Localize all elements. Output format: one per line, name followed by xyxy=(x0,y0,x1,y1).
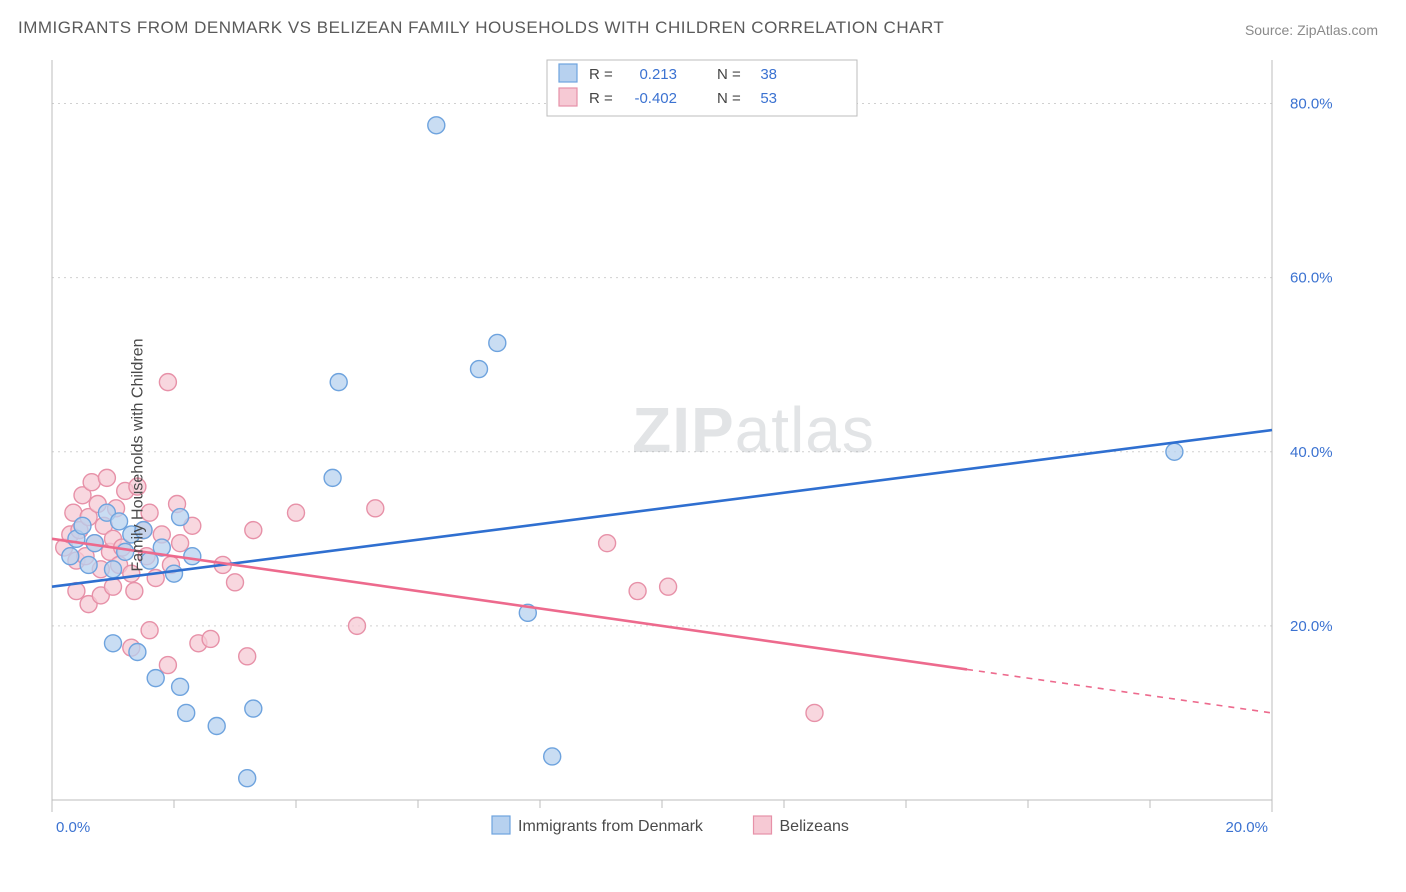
legend-swatch xyxy=(492,816,510,834)
stats-r-label: R = xyxy=(589,66,613,83)
watermark: ZIPatlas xyxy=(632,394,875,466)
y-tick-label: 80.0% xyxy=(1290,96,1333,113)
stats-swatch xyxy=(559,64,577,82)
point-denmark xyxy=(1166,443,1183,460)
point-denmark xyxy=(74,517,91,534)
y-tick-label: 60.0% xyxy=(1290,270,1333,287)
point-denmark xyxy=(166,565,183,582)
trendline-belizeans xyxy=(52,539,967,670)
point-belizeans xyxy=(141,622,158,639)
point-belizeans xyxy=(367,500,384,517)
point-denmark xyxy=(62,548,79,565)
point-denmark xyxy=(184,548,201,565)
point-belizeans xyxy=(239,648,256,665)
stats-n-value: 38 xyxy=(760,66,777,83)
point-denmark xyxy=(489,334,506,351)
point-denmark xyxy=(471,361,488,378)
legend-label: Immigrants from Denmark xyxy=(518,818,704,835)
correlation-chart: 20.0% 40.0% 60.0% 80.0% 0.0% 20.0% ZIPatlas R =… xyxy=(22,50,1362,858)
y-axis-label: Family Households with Children xyxy=(129,339,147,572)
x-tick-label: 0.0% xyxy=(56,819,90,836)
point-denmark xyxy=(178,704,195,721)
point-belizeans xyxy=(349,617,366,634)
point-belizeans xyxy=(629,583,646,600)
stats-n-value: 53 xyxy=(760,90,777,107)
legend-label: Belizeans xyxy=(780,818,849,835)
point-denmark xyxy=(80,556,97,573)
point-belizeans xyxy=(159,374,176,391)
point-denmark xyxy=(105,635,122,652)
point-denmark xyxy=(245,700,262,717)
point-denmark xyxy=(147,670,164,687)
x-tick-label: 20.0% xyxy=(1225,819,1268,836)
legend-swatch xyxy=(754,816,772,834)
point-denmark xyxy=(428,117,445,134)
stats-n-label: N = xyxy=(717,90,741,107)
point-denmark xyxy=(172,509,189,526)
stats-n-label: N = xyxy=(717,66,741,83)
stats-r-value: -0.402 xyxy=(634,90,677,107)
point-belizeans xyxy=(98,469,115,486)
point-belizeans xyxy=(288,504,305,521)
stats-swatch xyxy=(559,88,577,106)
stats-r-value: 0.213 xyxy=(639,66,677,83)
point-denmark xyxy=(208,718,225,735)
point-denmark xyxy=(239,770,256,787)
point-belizeans xyxy=(599,535,616,552)
source-label: Source: ZipAtlas.com xyxy=(1245,22,1378,38)
trendline-belizeans-dash xyxy=(967,669,1272,713)
point-belizeans xyxy=(83,474,100,491)
point-denmark xyxy=(129,644,146,661)
y-tick-label: 20.0% xyxy=(1290,618,1333,635)
point-belizeans xyxy=(245,522,262,539)
point-denmark xyxy=(544,748,561,765)
point-belizeans xyxy=(806,704,823,721)
point-belizeans xyxy=(660,578,677,595)
point-belizeans xyxy=(126,583,143,600)
point-denmark xyxy=(111,513,128,530)
point-denmark xyxy=(105,561,122,578)
chart-title: IMMIGRANTS FROM DENMARK VS BELIZEAN FAMI… xyxy=(18,18,944,38)
point-belizeans xyxy=(172,535,189,552)
point-denmark xyxy=(324,469,341,486)
point-belizeans xyxy=(202,630,219,647)
point-belizeans xyxy=(159,657,176,674)
chart-container: Family Households with Children 20.0% 40.… xyxy=(22,50,1384,860)
y-tick-label: 40.0% xyxy=(1290,444,1333,461)
point-denmark xyxy=(172,678,189,695)
point-belizeans xyxy=(227,574,244,591)
stats-r-label: R = xyxy=(589,90,613,107)
point-denmark xyxy=(330,374,347,391)
